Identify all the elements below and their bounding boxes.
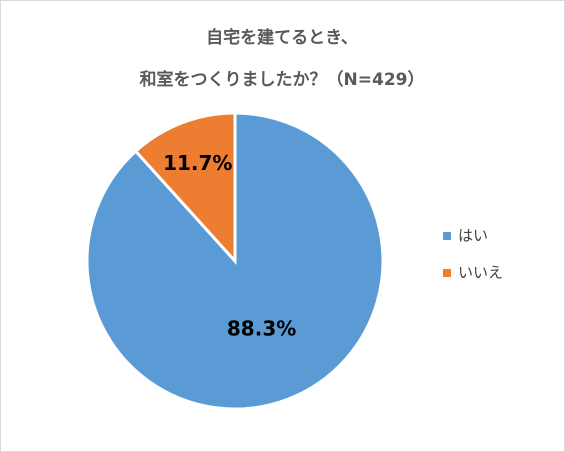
- data-label: 11.7%: [163, 151, 232, 175]
- legend-label: はい: [458, 227, 488, 245]
- chart-title: 自宅を建てるとき、: [206, 27, 358, 48]
- legend-label: いいえ: [458, 264, 503, 282]
- chart-title: 和室をつくりましたか？（N=429）: [140, 69, 425, 90]
- legend-swatch: [443, 232, 451, 240]
- legend-swatch: [443, 269, 451, 277]
- data-label: 88.3%: [227, 317, 296, 341]
- pie-slice: [133, 111, 237, 265]
